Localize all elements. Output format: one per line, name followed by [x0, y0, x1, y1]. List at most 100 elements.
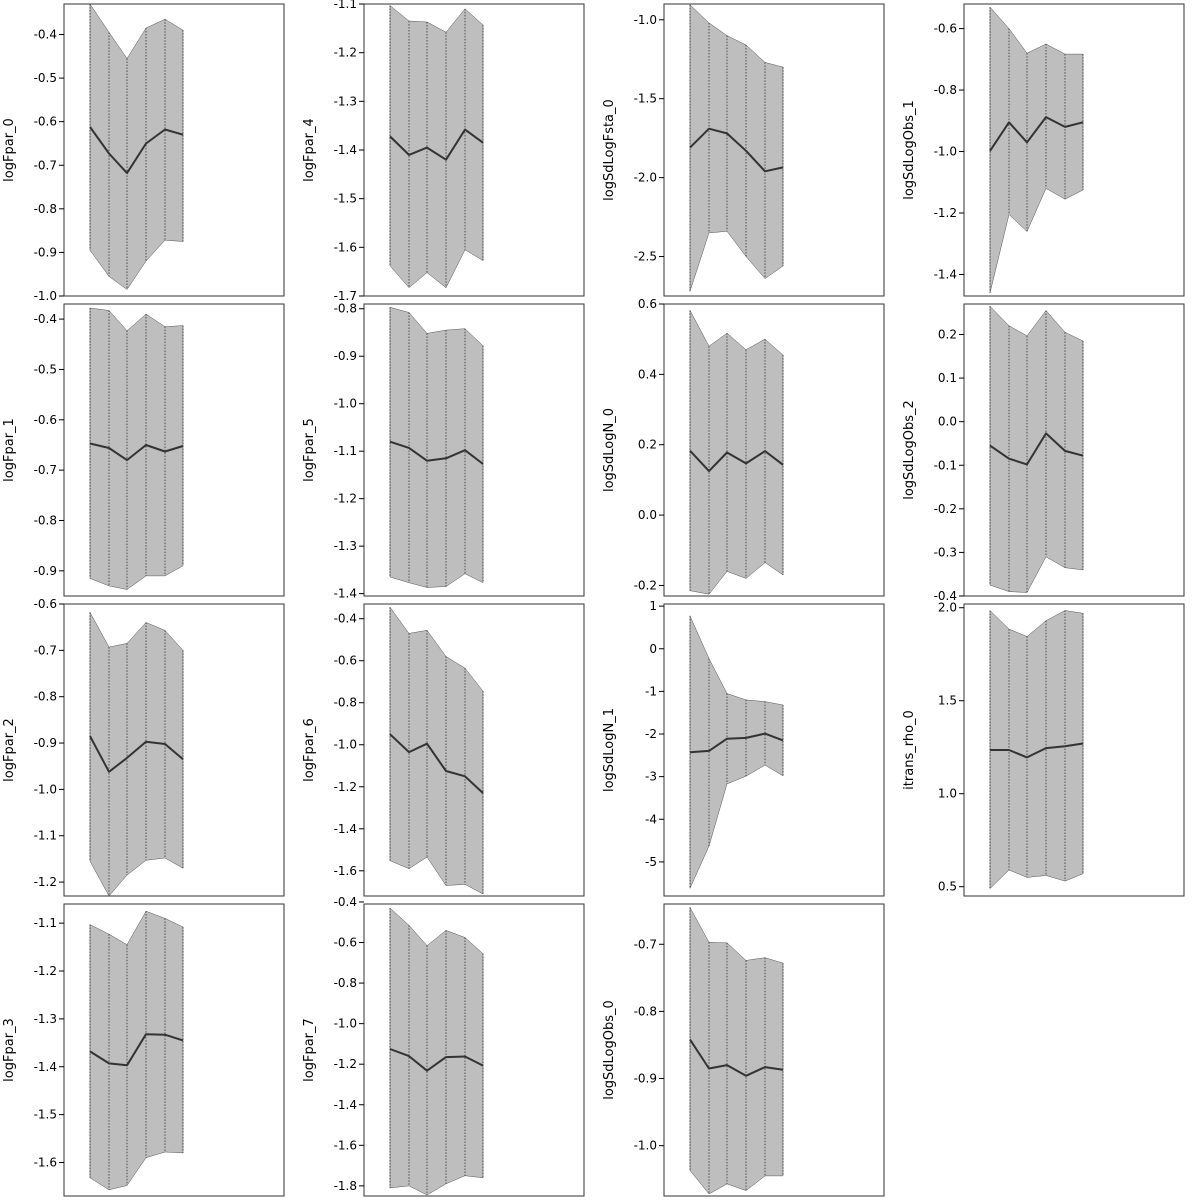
- panel-itrans_rho_0: 0.5 1.0 1.5 2.0 itrans_rho_0: [902, 601, 1185, 897]
- y-tick-label: 1.5: [938, 694, 957, 708]
- confidence-band: [689, 310, 784, 595]
- y-tick-label: -1.2: [34, 964, 57, 978]
- y-tick-label: -0.6: [334, 936, 357, 950]
- y-tick-label: -1.4: [34, 1060, 57, 1074]
- y-tick-label: -1.2: [334, 46, 357, 60]
- y-tick-label: -1.4: [334, 587, 357, 601]
- y-tick-label: -1.2: [934, 206, 957, 220]
- confidence-band: [89, 612, 184, 897]
- y-tick-label: 0.2: [938, 328, 957, 342]
- y-tick-label: -0.4: [34, 28, 57, 42]
- y-tick-label: -1.2: [334, 492, 357, 506]
- mean-line: [689, 450, 784, 473]
- mean-line: [989, 432, 1084, 466]
- mean-line: [89, 735, 184, 773]
- y-tick-label: -0.6: [34, 413, 57, 427]
- plot-frame: [963, 603, 1185, 897]
- y-tick-label: -1.6: [334, 1138, 357, 1152]
- y-tick-label: -0.8: [34, 513, 57, 527]
- y-tick-label: -0.5: [34, 71, 57, 85]
- y-axis-label: logFpar_4: [302, 118, 317, 182]
- y-tick-label: -0.8: [334, 696, 357, 710]
- y-tick-label: -1.0: [334, 1017, 357, 1031]
- y-tick-label: -1.0: [634, 1139, 657, 1153]
- mean-line: [990, 742, 1084, 759]
- mean-line: [689, 127, 784, 173]
- confidence-band: [389, 606, 484, 895]
- y-axis-label: logFpar_7: [302, 1018, 317, 1082]
- y-tick-label: 0.6: [638, 297, 657, 311]
- y-tick-label: -0.9: [334, 349, 357, 363]
- y-tick-label: -3: [645, 770, 657, 784]
- y-tick-label: -0.8: [34, 202, 57, 216]
- plot-frame: [63, 303, 285, 597]
- y-tick-label: -1.0: [334, 397, 357, 411]
- y-tick-label: -0.7: [634, 937, 657, 951]
- y-axis-label: logSdLogN_1: [602, 708, 617, 792]
- y-tick-label: -1.6: [34, 1155, 57, 1169]
- plot-frame: [63, 903, 285, 1197]
- confidence-band: [689, 4, 784, 292]
- plot-frame: [663, 603, 885, 897]
- panel-logFpar_5: -1.4 -1.3 -1.2 -1.1 -1.0 -0.9 -0.8 logFpar_5: [302, 302, 585, 601]
- mean-line: [389, 1048, 484, 1072]
- y-axis-label: logFpar_3: [2, 1018, 17, 1082]
- y-tick-label: -0.7: [34, 643, 57, 657]
- mean-line: [89, 126, 184, 175]
- y-tick-label: 0.0: [938, 415, 957, 429]
- y-tick-label: -0.3: [934, 545, 957, 559]
- y-tick-label: -4: [645, 812, 657, 826]
- mean-line: [689, 732, 784, 754]
- y-tick-label: -0.8: [934, 83, 957, 97]
- y-tick-label: 0.0: [638, 508, 657, 522]
- y-tick-label: -1.3: [334, 539, 357, 553]
- y-axis-label: logSdLogObs_2: [902, 400, 917, 500]
- y-tick-label: -1.4: [334, 822, 357, 836]
- y-tick-label: 2.0: [938, 601, 957, 615]
- y-axis-label: logSdLogObs_0: [602, 1000, 617, 1100]
- plot-frame: [963, 303, 1185, 597]
- panel-logSdLogObs_2: -0.4 -0.3 -0.2 -0.1 0.0 0.1 0.2 logSdLogObs_2: [902, 303, 1185, 603]
- y-tick-label: -1.2: [34, 875, 57, 889]
- y-tick-label: -0.9: [634, 1072, 657, 1086]
- y-tick-label: 1: [649, 599, 657, 613]
- y-tick-label: -1.0: [334, 738, 357, 752]
- confidence-band: [89, 307, 184, 590]
- y-tick-label: -0.9: [34, 564, 57, 578]
- y-tick-label: -0.6: [934, 22, 957, 36]
- y-tick-label: -1.0: [934, 145, 957, 159]
- y-tick-label: -1: [645, 684, 657, 698]
- y-axis-label: itrans_rho_0: [902, 710, 917, 790]
- panel-logFpar_2: -1.2 -1.1 -1.0 -0.9 -0.8 -0.7 -0.6 logFpar_2: [2, 597, 285, 897]
- y-tick-label: -0.1: [934, 458, 957, 472]
- y-tick-label: -1.3: [334, 94, 357, 108]
- y-axis-label: logSdLogFsta_0: [602, 99, 617, 201]
- y-tick-label: -1.5: [334, 192, 357, 206]
- y-tick-label: -2: [645, 727, 657, 741]
- y-tick-label: -0.6: [34, 597, 57, 611]
- plot-frame: [663, 3, 885, 297]
- y-tick-label: -0.4: [934, 589, 957, 603]
- confidence-band: [689, 907, 784, 1195]
- confidence-band: [389, 907, 484, 1196]
- y-tick-label: -0.2: [934, 502, 957, 516]
- y-tick-label: -1.5: [634, 92, 657, 106]
- y-tick-label: -0.4: [334, 612, 357, 626]
- y-tick-label: -0.8: [334, 976, 357, 990]
- y-axis-label: logSdLogObs_1: [902, 100, 917, 200]
- y-tick-label: -0.5: [34, 362, 57, 376]
- y-tick-label: -1.7: [334, 289, 357, 303]
- y-tick-label: 0: [649, 642, 657, 656]
- mean-line: [89, 442, 184, 462]
- plot-frame: [363, 303, 585, 597]
- mean-line: [389, 128, 484, 161]
- panel-logFpar_0: -1.0 -0.9 -0.8 -0.7 -0.6 -0.5 -0.4 logFpar_0: [2, 3, 285, 303]
- panel-logFpar_6: -1.6 -1.4 -1.2 -1.0 -0.8 -0.6 -0.4 logFpar_6: [302, 603, 585, 897]
- y-axis-label: logSdLogN_0: [602, 408, 617, 492]
- plot-frame: [363, 603, 585, 897]
- panel-logFpar_3: -1.6 -1.5 -1.4 -1.3 -1.2 -1.1 logFpar_3: [2, 903, 285, 1197]
- y-tick-label: -0.6: [34, 115, 57, 129]
- y-tick-label: -0.7: [34, 158, 57, 172]
- y-tick-label: -1.5: [34, 1108, 57, 1122]
- y-axis-label: logFpar_2: [2, 718, 17, 782]
